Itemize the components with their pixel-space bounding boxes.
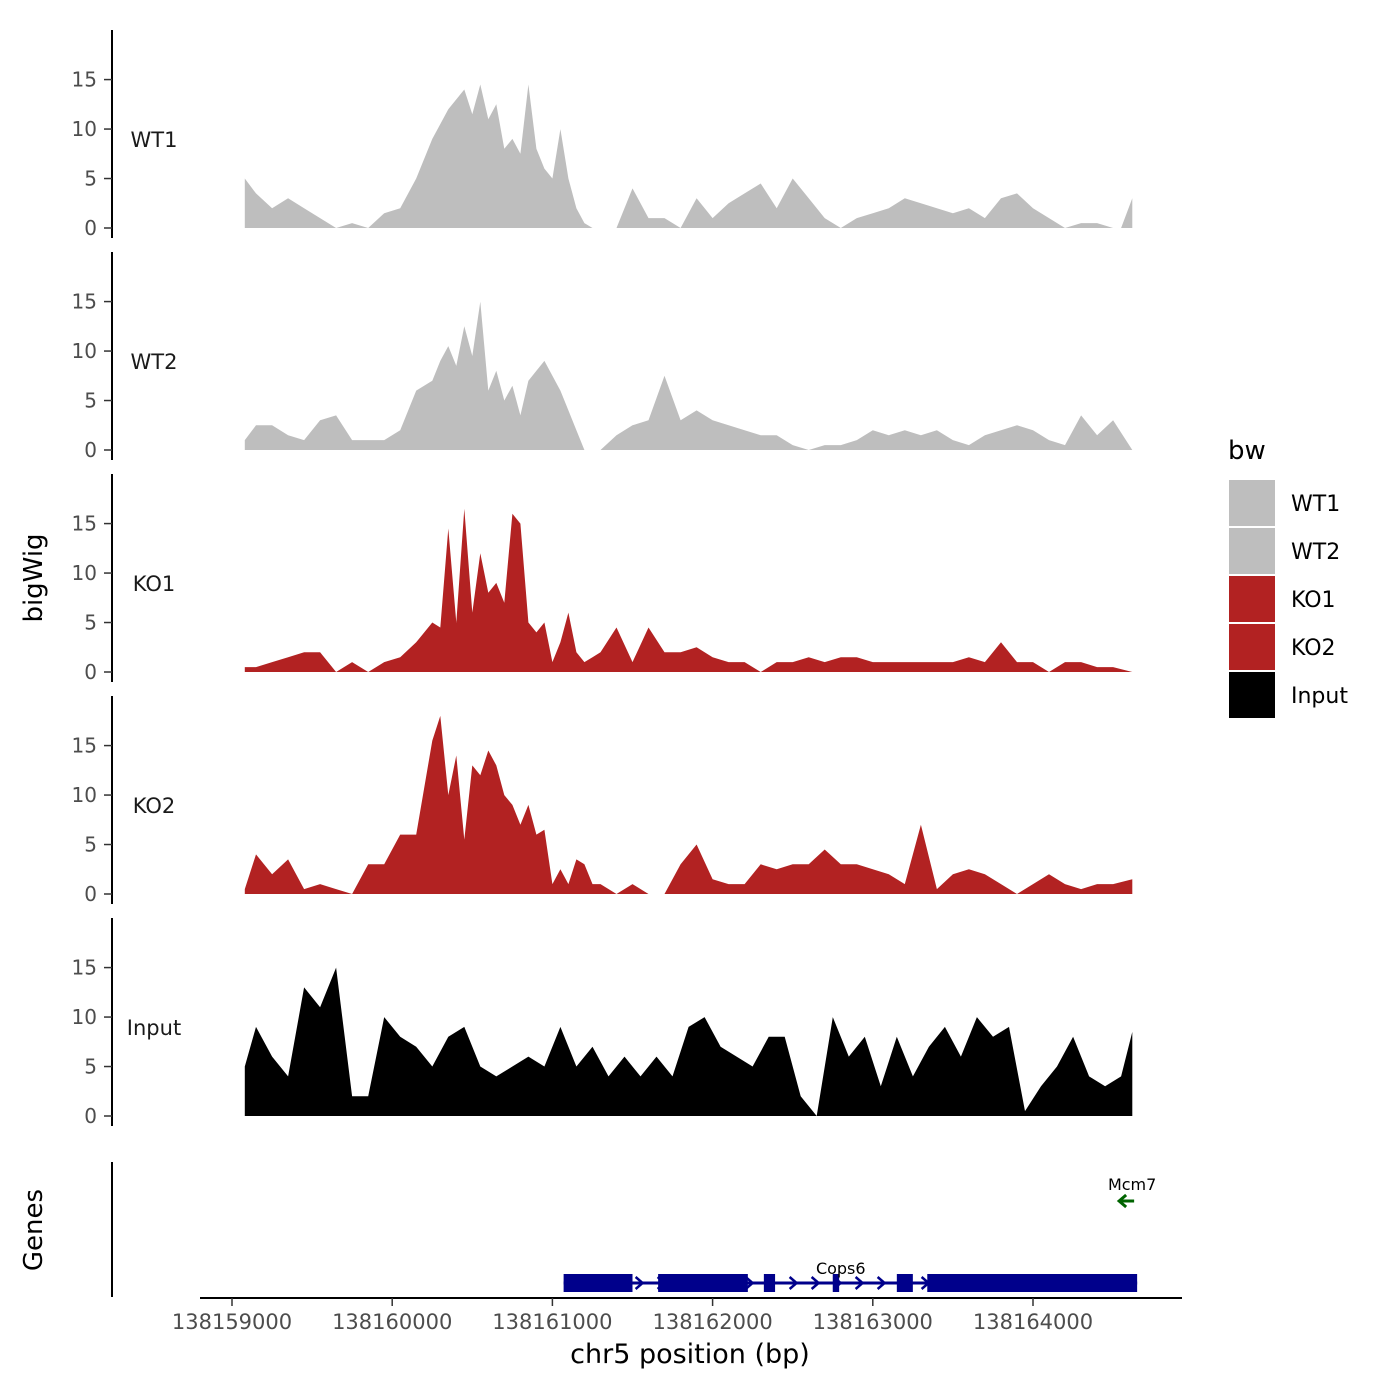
strand-arrow: [854, 1276, 865, 1290]
gene-label: Cops6: [816, 1259, 866, 1278]
signal-area-wt2: [244, 301, 1133, 450]
legend-title: bw: [1228, 436, 1266, 466]
y-tick-label: 0: [84, 438, 97, 462]
track-label: Input: [127, 1016, 181, 1040]
x-axis-title: chr5 position (bp): [570, 1339, 810, 1370]
x-tick-label: 138160000: [332, 1310, 452, 1334]
exon: [927, 1274, 1138, 1292]
strand-arrow: [788, 1276, 799, 1290]
y-tick-label: 15: [72, 68, 97, 92]
y-tick-label: 10: [72, 339, 97, 363]
y-tick-label: 5: [84, 611, 97, 635]
legend-label: WT2: [1291, 540, 1340, 565]
y-axis-title: bigWig: [19, 533, 49, 622]
track-label: KO1: [133, 572, 176, 596]
legend-label: Input: [1291, 684, 1348, 709]
y-tick-label: 10: [72, 117, 97, 141]
y-tick-label: 15: [72, 290, 97, 314]
legend-label: WT1: [1291, 492, 1340, 517]
y-tick-label: 5: [84, 167, 97, 191]
y-tick-label: 10: [72, 783, 97, 807]
x-tick-label: 138159000: [172, 1310, 292, 1334]
x-axis: 138159000 138160000 138161000 138162000 1381…: [172, 1297, 1182, 1370]
y-tick-label: 0: [84, 1104, 97, 1128]
legend-item-input: Input: [1229, 672, 1348, 718]
gene-models: Cops6 Mcm7: [563, 1175, 1156, 1292]
gene-mcm7: Mcm7: [1108, 1175, 1156, 1209]
legend-item-wt2: WT2: [1229, 528, 1340, 574]
x-ticks: 138159000 138160000 138161000 138162000 1381…: [172, 1298, 1093, 1334]
strand-arrow: [634, 1276, 645, 1290]
exon: [563, 1274, 633, 1292]
exon: [832, 1274, 840, 1292]
y-tick-label: 5: [84, 1055, 97, 1079]
legend-swatch: [1229, 480, 1275, 526]
legend-items: WT1 WT2 KO1 KO2 Input: [1229, 480, 1348, 718]
legend-swatch: [1229, 576, 1275, 622]
track-ko2: 0 5 10 15 KO2: [72, 696, 1133, 906]
legend-item-ko1: KO1: [1229, 576, 1336, 622]
signal-area-ko2: [244, 715, 1133, 894]
track-ko1: 0 5 10 15 KO1: [72, 474, 1133, 684]
x-tick-label: 138162000: [652, 1310, 772, 1334]
y-tick-label: 10: [72, 561, 97, 585]
strand-arrow: [876, 1276, 887, 1290]
exon: [896, 1274, 913, 1292]
y-tick-label: 5: [84, 389, 97, 413]
y-tick-label: 0: [84, 216, 97, 240]
y-tick-label: 5: [84, 833, 97, 857]
gene-label: Mcm7: [1108, 1175, 1156, 1194]
signal-area-input: [244, 967, 1133, 1116]
x-tick-label: 138161000: [492, 1310, 612, 1334]
genes-panel: Genes Cops6 Mcm7: [19, 1162, 1156, 1297]
x-tick-label: 138163000: [813, 1310, 933, 1334]
legend-label: KO1: [1291, 588, 1336, 613]
track-wt2: 0 5 10 15 WT2: [72, 252, 1133, 462]
strand-arrow: [744, 1276, 755, 1290]
track-label: KO2: [133, 794, 176, 818]
y-tick-label: 15: [72, 734, 97, 758]
legend-swatch: [1229, 672, 1275, 718]
exon: [763, 1274, 776, 1292]
strand-arrow: [810, 1276, 821, 1290]
track-input: 0 5 10 15 Input: [72, 918, 1133, 1128]
track-wt1: 0 5 10 15 WT1: [72, 30, 1133, 240]
legend-item-ko2: KO2: [1229, 624, 1336, 670]
signal-area-wt1: [244, 84, 1133, 228]
y-tick-label: 15: [72, 512, 97, 536]
y-tick-label: 15: [72, 956, 97, 980]
track-label: WT2: [131, 350, 178, 374]
y-tick-label: 10: [72, 1005, 97, 1029]
strand-arrow: [1116, 1193, 1128, 1209]
legend-swatch: [1229, 528, 1275, 574]
signal-area-ko1: [244, 508, 1133, 672]
y-tick-label: 0: [84, 660, 97, 684]
legend: bw WT1 WT2 KO1 KO2 Input: [1228, 436, 1348, 718]
x-tick-label: 138164000: [973, 1310, 1093, 1334]
track-label: WT1: [131, 128, 178, 152]
legend-label: KO2: [1291, 636, 1336, 661]
signal-tracks: 0 5 10 15 WT1 0 5 10 15 WT2 0 5 10 15 KO1 0 5 10 15 KO2 0 5 10…: [72, 30, 1133, 1128]
y-tick-label: 0: [84, 882, 97, 906]
legend-swatch: [1229, 624, 1275, 670]
gene-cops6: Cops6: [563, 1259, 1138, 1292]
genes-label: Genes: [19, 1189, 49, 1271]
exon: [658, 1274, 748, 1292]
legend-item-wt1: WT1: [1229, 480, 1340, 526]
